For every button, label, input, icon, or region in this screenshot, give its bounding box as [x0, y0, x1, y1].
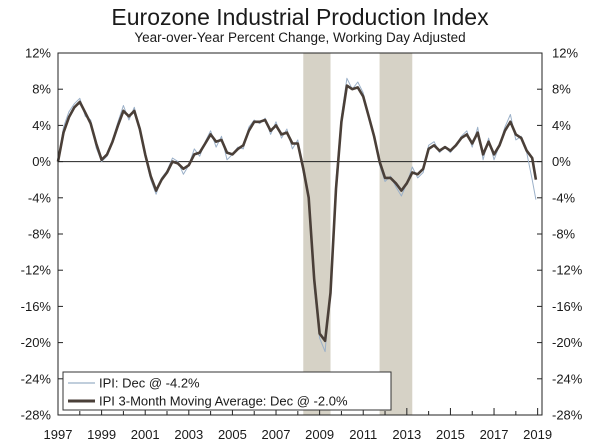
right-y-tick-label: 8% — [552, 82, 571, 97]
x-tick-label: 2011 — [349, 427, 377, 442]
left-y-tick-label: -8% — [28, 227, 52, 242]
x-tick-label: 2017 — [480, 427, 509, 442]
legend-label-moving-average: IPI 3-Month Moving Average: Dec @ -2.0% — [99, 394, 348, 409]
series-ipi-line — [57, 77, 537, 353]
right-y-tick-label: -16% — [552, 299, 583, 314]
right-y-tick-label: -24% — [552, 371, 583, 386]
x-tick-label: 2007 — [262, 427, 291, 442]
legend-label-ipi: IPI: Dec @ -4.2% — [99, 376, 200, 391]
left-y-tick-label: -28% — [21, 408, 52, 423]
left-y-tick-label: 12% — [25, 46, 51, 61]
right-y-tick-label: -20% — [552, 335, 583, 350]
x-axis: 1997 1999 2001 2003 2005 2007 2009 2011 2013 2015… — [44, 408, 552, 442]
left-y-tick-label: -12% — [21, 263, 52, 278]
right-y-tick-label: -4% — [552, 190, 576, 205]
left-y-tick-label: 4% — [32, 118, 51, 133]
left-y-tick-label: -20% — [21, 335, 52, 350]
chart-subtitle: Year-over-Year Percent Change, Working D… — [134, 30, 466, 45]
series-ipi-moving-average-line — [56, 84, 538, 343]
legend-box — [62, 371, 392, 411]
right-y-axis: 12% 8% 4% 0% -4% -8% -12% -16% -20% -24% -28% — [537, 46, 583, 423]
recession-shading — [303, 53, 413, 415]
left-y-tick-label: -4% — [28, 190, 52, 205]
plot-area-frame — [57, 52, 543, 416]
x-tick-label: 2019 — [523, 427, 552, 442]
x-tick-label: 1999 — [87, 427, 116, 442]
left-y-tick-label: -24% — [21, 371, 52, 386]
left-y-tick-label: 8% — [32, 82, 51, 97]
x-tick-label: 2013 — [392, 427, 421, 442]
right-y-tick-label: 4% — [552, 118, 571, 133]
left-y-tick-label: -16% — [21, 299, 52, 314]
x-tick-label: 2009 — [305, 427, 334, 442]
legend: IPI: Dec @ -4.2% IPI 3-Month Moving Avera… — [62, 371, 392, 411]
right-y-tick-label: 0% — [552, 154, 571, 169]
x-tick-label: 1997 — [44, 427, 73, 442]
right-y-tick-label: -12% — [552, 263, 583, 278]
right-y-tick-label: -8% — [552, 227, 576, 242]
recession-band-1 — [303, 53, 331, 415]
recession-band-2 — [379, 53, 413, 415]
right-y-tick-label: -28% — [552, 408, 583, 423]
chart-title: Eurozone Industrial Production Index — [111, 4, 489, 30]
x-tick-label: 2005 — [218, 427, 247, 442]
x-tick-label: 2015 — [436, 427, 465, 442]
series-lines — [56, 77, 538, 353]
x-tick-label: 2003 — [174, 427, 203, 442]
right-y-tick-label: 12% — [552, 46, 578, 61]
x-tick-label: 2001 — [131, 427, 160, 442]
left-y-axis: 12% 8% 4% 0% -4% -8% -12% -16% -20% -24% -28% — [21, 46, 63, 423]
left-y-tick-label: 0% — [32, 154, 51, 169]
